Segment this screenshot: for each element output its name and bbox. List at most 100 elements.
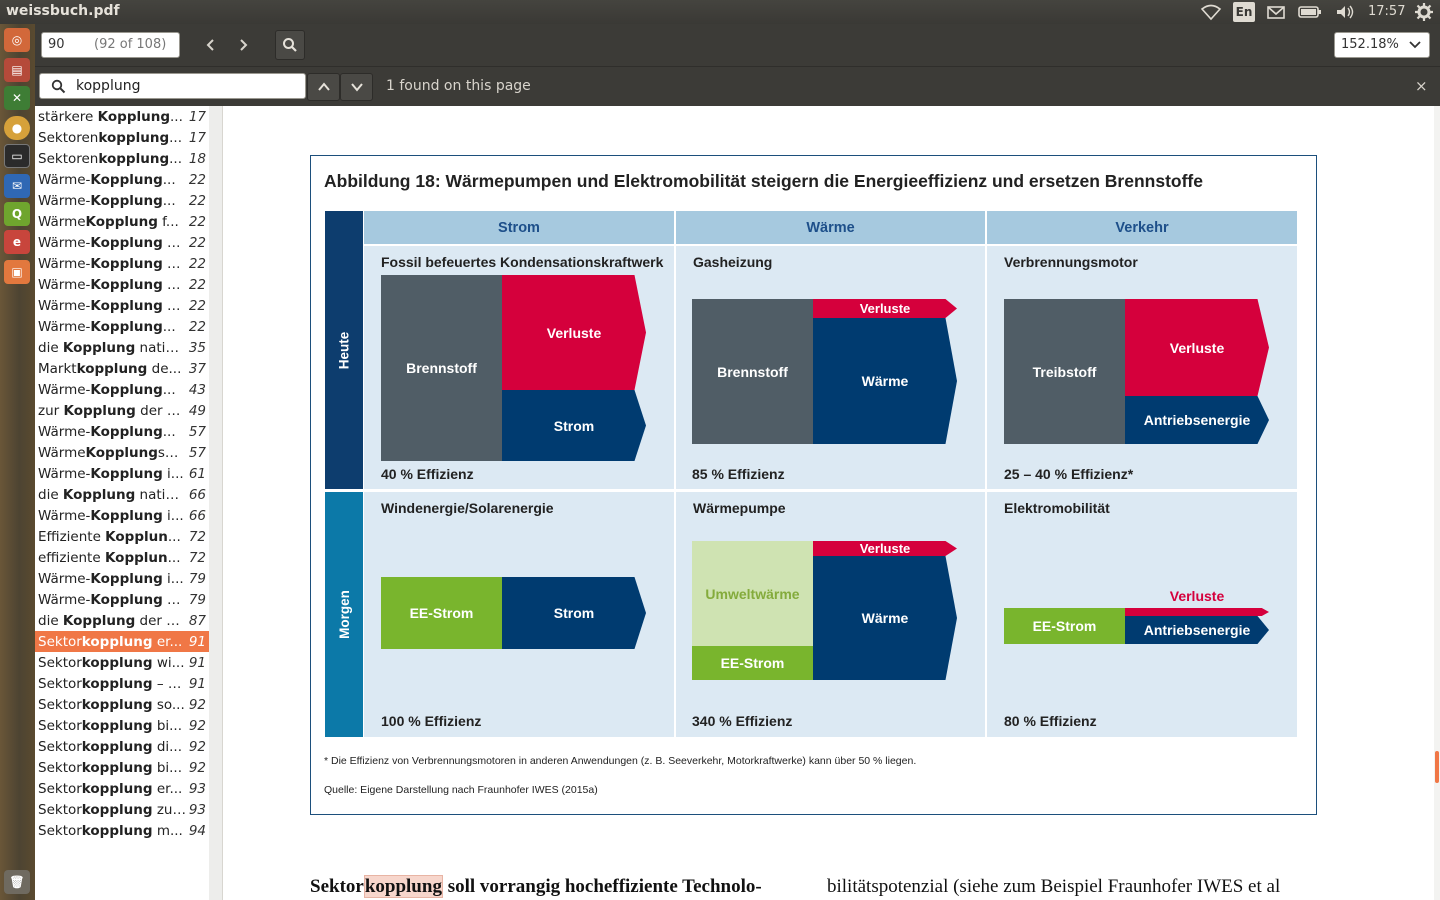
search-result-item[interactable]: Sektorkopplung – a... 91 xyxy=(35,673,209,694)
document-viewer-icon[interactable]: ▣ xyxy=(4,260,30,284)
chevron-left-icon[interactable] xyxy=(196,30,226,60)
search-result-page: 92 xyxy=(188,696,206,713)
cell-heading: Gasheizung xyxy=(693,254,773,270)
block-output: Strom xyxy=(502,577,646,649)
search-result-page: 57 xyxy=(188,423,206,440)
search-result-text: Sektorkopplung bi... xyxy=(38,717,183,734)
search-result-item[interactable]: die Kopplung der S... 87 xyxy=(35,610,209,631)
search-result-item[interactable]: Wärme-Kopplung i... 66 xyxy=(35,505,209,526)
search-result-item[interactable]: Sektorkopplung er... 93 xyxy=(35,778,209,799)
search-result-match: Kopplung xyxy=(90,171,163,188)
mail-icon[interactable] xyxy=(1266,2,1286,22)
block-output: Strom xyxy=(502,390,646,461)
search-result-match: kopplung xyxy=(81,780,153,797)
search-result-item[interactable]: Sektorkopplung di... 92 xyxy=(35,736,209,757)
viewer-toolbar: 90 (92 of 108) 152.18% xyxy=(35,24,1440,66)
search-result-item[interactable]: Sektorenkopplung... 17 xyxy=(35,127,209,148)
terminal-icon[interactable]: ▭ xyxy=(4,144,30,168)
find-results-list: stärkere Kopplung... 17 Sektorenkopplung..… xyxy=(35,106,209,900)
clock[interactable]: 17:57 xyxy=(1368,4,1406,19)
volume-icon[interactable] xyxy=(1334,2,1356,22)
wifi-icon[interactable] xyxy=(1200,2,1222,22)
search-result-item[interactable]: Wärme-Kopplung a... 22 xyxy=(35,253,209,274)
search-result-item[interactable]: die Kopplung natio... 66 xyxy=(35,484,209,505)
page-selector[interactable]: 90 (92 of 108) xyxy=(41,32,180,58)
sidebar-divider[interactable] xyxy=(209,106,223,900)
thunderbird-icon[interactable]: ✉ xyxy=(4,174,30,198)
system-top-bar: weissbuch.pdf En 17:57 xyxy=(0,0,1440,24)
block-loss: Verluste xyxy=(813,541,957,556)
search-result-page: 57 xyxy=(188,444,206,461)
search-result-text: zur Kopplung der S... xyxy=(38,402,186,419)
search-result-item[interactable]: Wärme-Kopplung e... 79 xyxy=(35,589,209,610)
search-result-match: kopplung xyxy=(81,633,153,650)
trash-icon[interactable]: 🗑 xyxy=(4,870,30,894)
search-result-item[interactable]: Effiziente Kopplun... 72 xyxy=(35,526,209,547)
page-number-input[interactable]: 90 xyxy=(48,37,65,52)
gear-icon[interactable] xyxy=(1414,2,1434,22)
chevron-right-icon[interactable] xyxy=(228,30,258,60)
vertical-scrollbar[interactable] xyxy=(1434,106,1440,900)
search-result-item[interactable]: Wärme-Kopplung g... 22 xyxy=(35,295,209,316)
search-result-text: Wärme-Kopplung a... xyxy=(38,255,186,272)
search-result-item[interactable]: Sektorkopplung bi... 92 xyxy=(35,715,209,736)
editor-icon[interactable]: e xyxy=(4,230,30,254)
search-result-item[interactable]: zur Kopplung der S... 49 xyxy=(35,400,209,421)
search-result-item[interactable]: Wärme-Kopplung s... 22 xyxy=(35,232,209,253)
battery-icon[interactable] xyxy=(1297,2,1323,22)
find-next-button[interactable] xyxy=(340,73,373,101)
search-result-text: Sektorenkopplung... xyxy=(38,150,182,167)
search-result-item[interactable]: Wärme-Kopplung... 22 xyxy=(35,169,209,190)
find-input[interactable]: kopplung xyxy=(39,73,306,99)
qgis-icon[interactable]: Q xyxy=(4,202,30,226)
search-result-item[interactable]: Wärme-Kopplung i... 61 xyxy=(35,463,209,484)
tools-icon[interactable]: ✕ xyxy=(4,86,30,110)
search-result-match: Kopplung xyxy=(97,108,170,125)
ubuntu-dash-icon[interactable]: ◎ xyxy=(4,28,30,52)
search-result-match: kopplung xyxy=(76,360,148,377)
search-result-match: kopplung xyxy=(81,717,153,734)
search-result-item[interactable]: Sektorkopplung bi... 92 xyxy=(35,757,209,778)
keyboard-layout-indicator[interactable]: En xyxy=(1233,2,1255,22)
zoom-select[interactable]: 152.18% xyxy=(1334,32,1430,58)
close-icon[interactable]: × xyxy=(1415,77,1428,95)
search-result-item[interactable]: Sektorenkopplung... 18 xyxy=(35,148,209,169)
search-result-item[interactable]: stärkere Kopplung... 17 xyxy=(35,106,209,127)
search-result-item[interactable]: Sektorkopplung zu ... 93 xyxy=(35,799,209,820)
search-result-page: 22 xyxy=(188,255,206,272)
block-input: EE-Strom xyxy=(692,646,813,680)
search-result-item[interactable]: Wärme-Kopplung... 57 xyxy=(35,421,209,442)
body-text-left: Sektorkopplung soll vorrangig hocheffizi… xyxy=(310,875,762,898)
search-result-item[interactable]: WärmeKopplung f... 22 xyxy=(35,211,209,232)
cell-heading: Windenergie/Solarenergie xyxy=(381,500,554,516)
search-result-page: 66 xyxy=(188,486,206,503)
search-result-item[interactable]: WärmeKopplungsg... 57 xyxy=(35,442,209,463)
search-result-item[interactable]: die Kopplung natio... 35 xyxy=(35,337,209,358)
search-result-page: 79 xyxy=(188,570,206,587)
search-result-item[interactable]: Wärme-Kopplung... 22 xyxy=(35,190,209,211)
find-previous-button[interactable] xyxy=(307,73,340,101)
chrome-icon[interactable]: ● xyxy=(4,116,30,140)
search-result-item[interactable]: Marktkopplung de... 37 xyxy=(35,358,209,379)
search-result-item[interactable]: Wärme-Kopplung... 43 xyxy=(35,379,209,400)
search-result-item[interactable]: Sektorkopplung m... 94 xyxy=(35,820,209,841)
search-result-item[interactable]: Sektorkopplung so... 92 xyxy=(35,694,209,715)
search-result-item[interactable]: Sektorkopplung wi... 91 xyxy=(35,652,209,673)
search-result-page: 94 xyxy=(188,822,206,839)
search-result-item[interactable]: effiziente Kopplun... 72 xyxy=(35,547,209,568)
search-result-match: Kopplung xyxy=(90,381,163,398)
search-result-item[interactable]: Wärme-Kopplung i... 79 xyxy=(35,568,209,589)
scrollbar-thumb[interactable] xyxy=(1435,751,1439,783)
block-output: Wärme xyxy=(813,318,957,444)
search-result-match: Kopplung xyxy=(90,591,163,608)
files-icon[interactable]: ▤ xyxy=(4,58,30,82)
search-result-item[interactable]: Wärme-Kopplung b... 22 xyxy=(35,274,209,295)
block-input: Brennstoff xyxy=(381,275,502,461)
search-result-item[interactable]: Wärme-Kopplung... 22 xyxy=(35,316,209,337)
column-head-strom: Strom xyxy=(364,211,674,244)
search-toggle-button[interactable] xyxy=(275,30,305,60)
search-result-item[interactable]: Sektorkopplung er... 91 xyxy=(35,631,209,652)
find-status: 1 found on this page xyxy=(386,78,531,94)
efficiency-label: 25 – 40 % Effizienz* xyxy=(1004,466,1134,482)
window-title: weissbuch.pdf xyxy=(6,3,120,19)
